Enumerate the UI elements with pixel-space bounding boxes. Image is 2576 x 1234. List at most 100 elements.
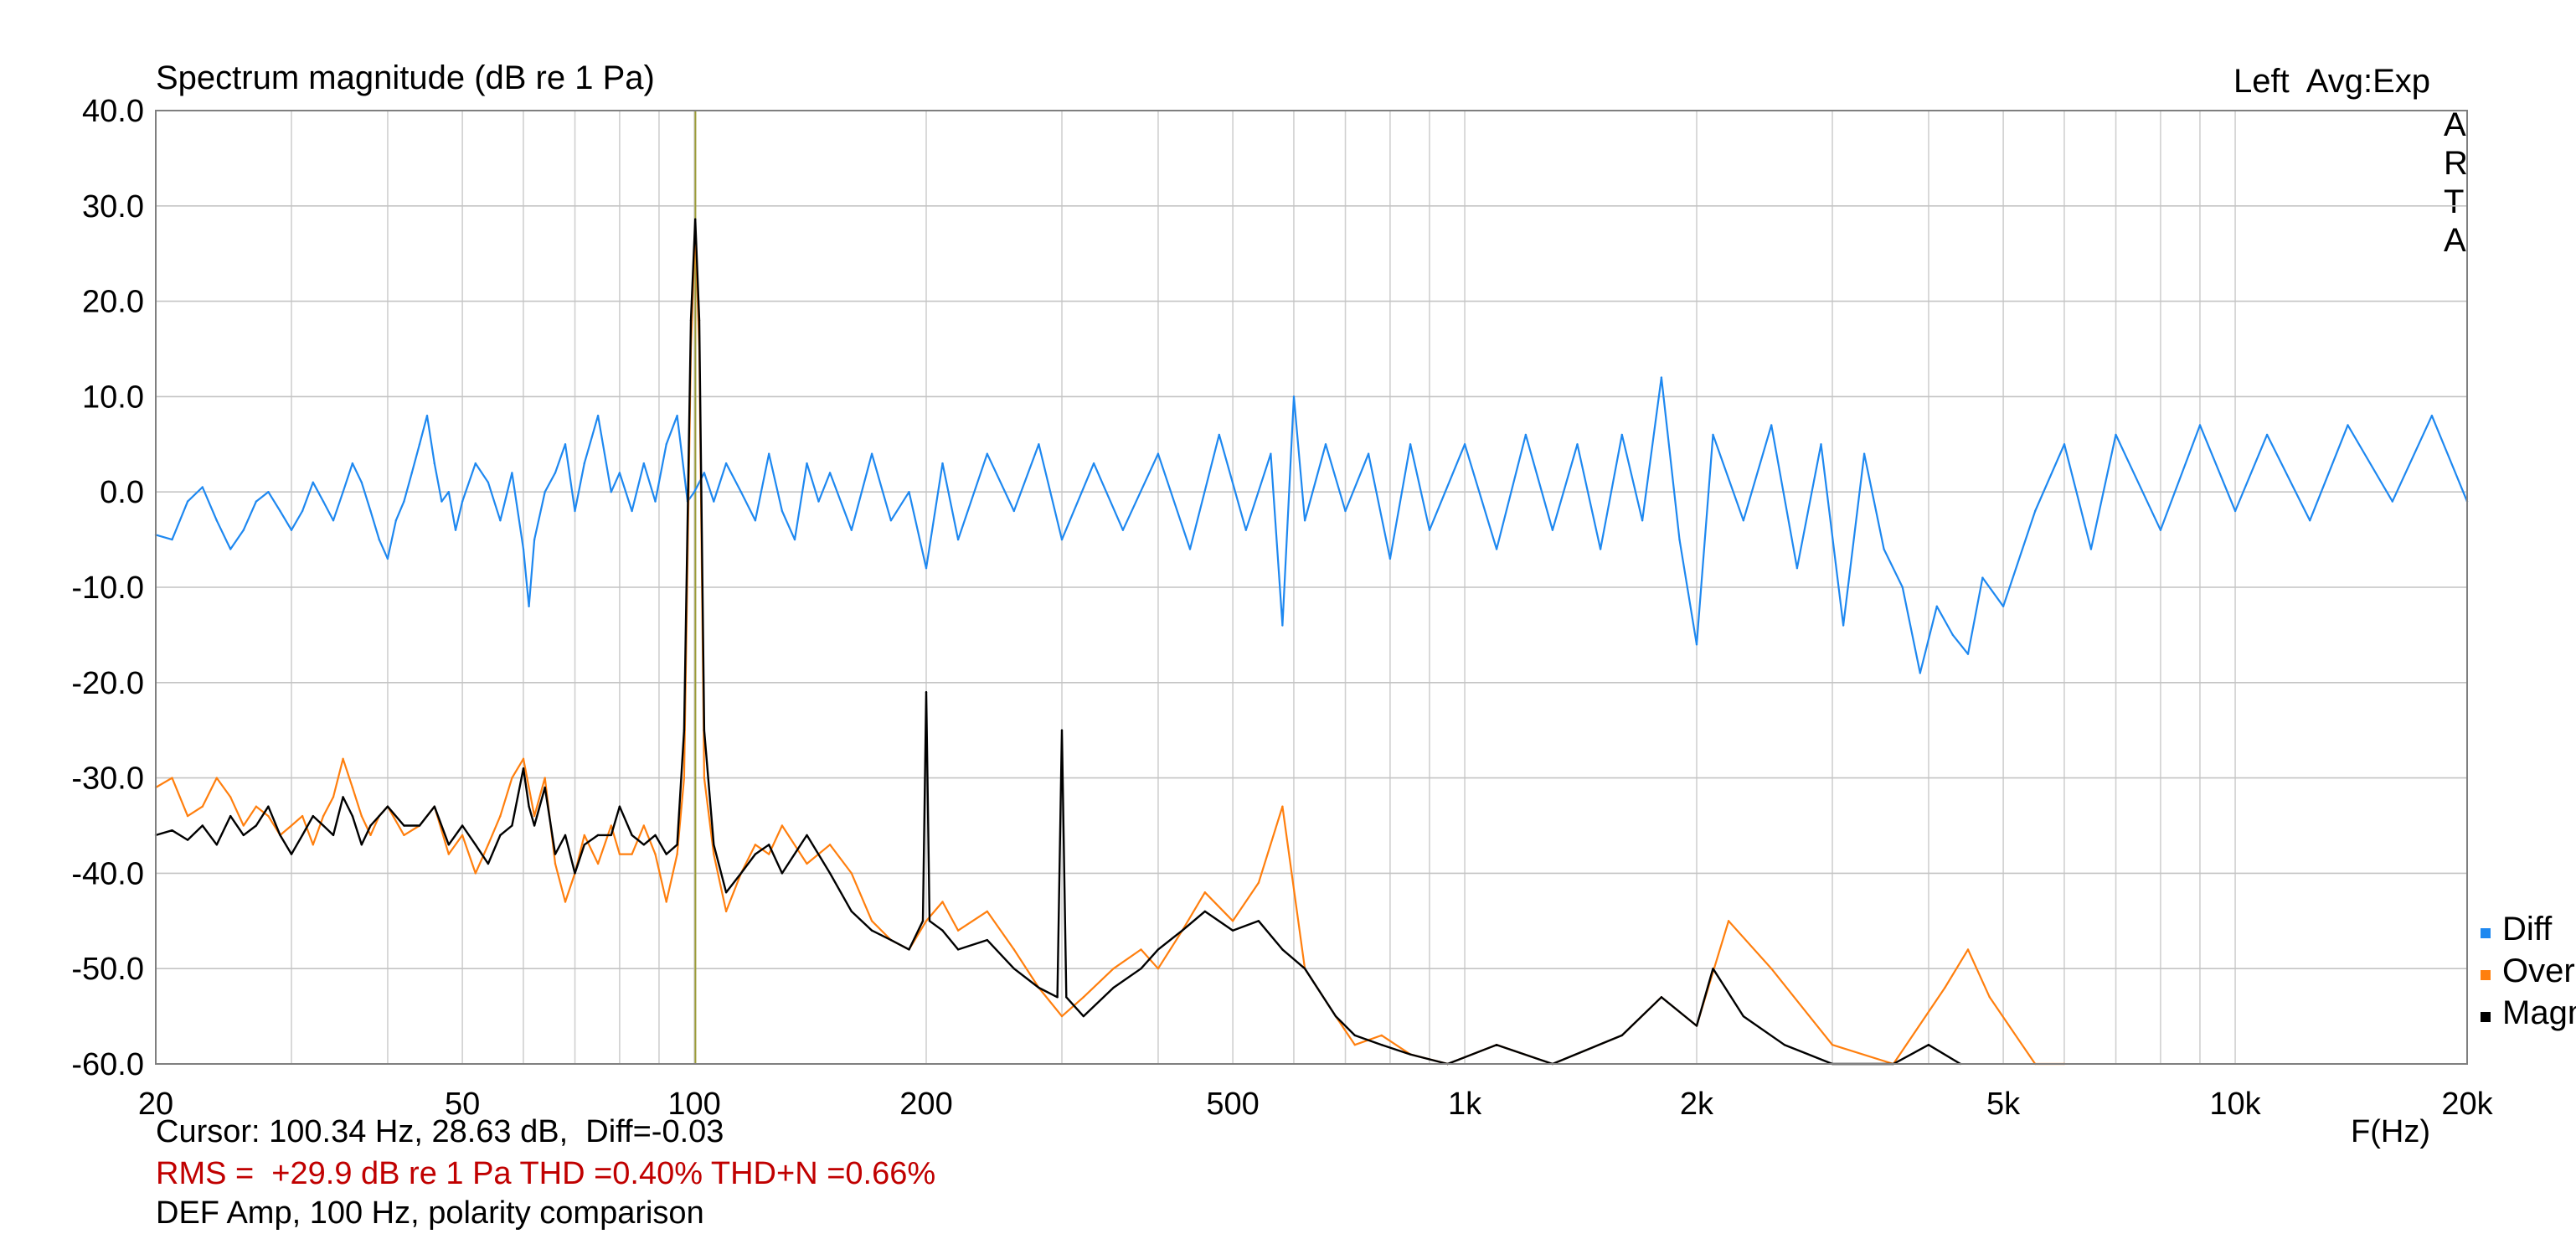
data-point-diff (2063, 443, 2066, 446)
data-point-over (447, 853, 450, 855)
data-point-diff (889, 519, 893, 522)
data-point-magn (1082, 1015, 1085, 1018)
x-tick-label: 50 (445, 1087, 480, 1122)
data-point-diff (631, 509, 633, 513)
data-point-diff (487, 481, 490, 483)
x-tick-label: 5k (1986, 1087, 2021, 1122)
data-point-magn (768, 844, 770, 846)
data-point-diff (403, 500, 405, 503)
data-point-diff (2115, 433, 2117, 436)
data-point-diff (360, 481, 363, 483)
data-point-over (564, 901, 567, 903)
data-point-diff (255, 500, 258, 503)
data-point-magn (1257, 920, 1260, 922)
data-point-diff (941, 462, 944, 465)
x-tick-label: 2k (1680, 1087, 1714, 1122)
data-point-magn (1620, 1034, 1624, 1037)
data-point-magn (806, 834, 808, 837)
data-point-over (267, 814, 270, 818)
data-point-diff (2002, 605, 2005, 607)
data-point-magn (925, 691, 928, 694)
data-point-magn (986, 938, 989, 942)
data-point-over (461, 834, 464, 837)
data-point-diff (461, 500, 464, 503)
data-point-magn (574, 872, 576, 875)
data-point-diff (2089, 548, 2093, 550)
data-point-diff (925, 567, 928, 570)
data-point-over (850, 872, 853, 875)
data-point-magn (564, 834, 567, 837)
data-point-over (724, 910, 728, 913)
data-point-over (322, 814, 325, 818)
plot-area (154, 111, 2469, 1066)
data-point-diff (2198, 424, 2202, 426)
x-tick-label: 10k (2209, 1087, 2261, 1122)
data-point-magn (322, 824, 325, 827)
data-point-diff (574, 509, 576, 513)
data-point-over (522, 757, 525, 760)
data-point-over (1082, 996, 1085, 999)
watermark-letter-t: T (2444, 183, 2464, 220)
data-point-diff (1244, 529, 1248, 531)
data-point-magn (1112, 986, 1115, 989)
data-point-diff (1524, 433, 1528, 436)
data-point-magn (312, 814, 314, 818)
data-point-diff (2159, 529, 2162, 531)
data-point-magn (1231, 929, 1234, 932)
data-point-over (956, 929, 960, 932)
data-point-diff (768, 452, 770, 455)
data-point-magn (1140, 968, 1142, 970)
data-point-magn (1012, 968, 1016, 970)
data-point-diff (1660, 376, 1663, 379)
data-point-magn (447, 844, 450, 846)
data-point-diff (1795, 567, 1799, 570)
y-tick-label: -60.0 (71, 1047, 144, 1082)
data-point-diff (739, 491, 743, 493)
data-point-diff (332, 519, 335, 522)
data-point-over (1944, 986, 1946, 989)
data-point-diff (2034, 509, 2037, 513)
data-point-magn (694, 218, 697, 220)
data-point-diff (242, 529, 245, 531)
data-point-diff (676, 415, 678, 417)
data-point-diff (618, 472, 621, 474)
data-point-diff (1121, 529, 1125, 531)
data-point-diff (2233, 509, 2237, 513)
data-point-over (1353, 1044, 1357, 1046)
data-point-diff (1935, 605, 1938, 607)
data-point-magn (908, 948, 910, 951)
data-point-magn (242, 834, 245, 837)
data-point-magn (921, 920, 925, 922)
data-point-diff (279, 509, 281, 513)
data-point-diff (596, 415, 600, 417)
legend-swatch-diff (2481, 928, 2491, 938)
data-point-magn (433, 805, 435, 808)
grid-lines (156, 111, 2467, 1064)
data-point-diff (956, 538, 960, 541)
data-point-magn (713, 844, 715, 846)
data-point-diff (1324, 443, 1327, 446)
x-tick-label: 200 (899, 1087, 952, 1122)
data-point-over (1140, 948, 1142, 951)
data-point-magn (1927, 1044, 1930, 1046)
data-point-magn (642, 844, 645, 846)
data-point-diff (1641, 519, 1644, 522)
y-tick-label: 20.0 (82, 285, 144, 320)
data-point-magn (499, 834, 502, 837)
data-point-diff (474, 462, 477, 465)
data-point-diff (229, 548, 232, 550)
data-point-diff (454, 529, 457, 531)
data-point-diff (1820, 443, 1822, 446)
data-point-magn (418, 824, 421, 827)
data-point-diff (386, 557, 389, 560)
data-point-magn (631, 834, 633, 837)
data-point-magn (1065, 996, 1068, 999)
data-point-over (1157, 968, 1160, 970)
data-point-diff (499, 519, 502, 522)
data-point-diff (201, 486, 204, 488)
y-tick-label: 30.0 (82, 189, 144, 225)
data-point-over (703, 777, 706, 779)
data-point-over (1988, 996, 1991, 999)
data-point-magn (689, 319, 693, 322)
data-point-diff (1770, 424, 1773, 426)
